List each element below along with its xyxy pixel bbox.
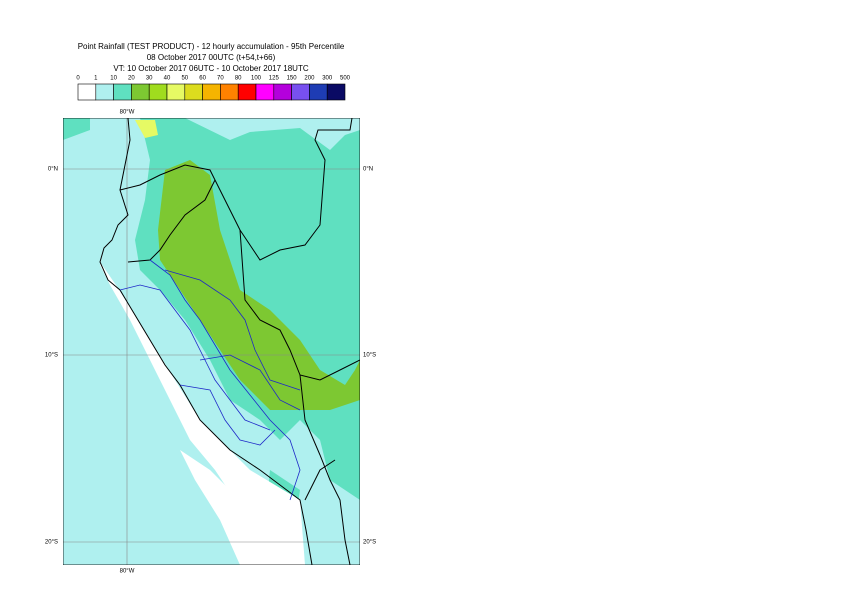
legend: 0 1 10 20 30 40 50 60 70 80 100 125 150 200 300 500 bbox=[76, 76, 351, 101]
rain-10-20 bbox=[63, 118, 90, 140]
lat-label: 20°S bbox=[45, 540, 58, 546]
map bbox=[63, 118, 360, 565]
title: Point Rainfall (TEST PRODUCT) - 12 hourl… bbox=[78, 42, 345, 51]
lat-label: 0°N bbox=[363, 167, 373, 173]
lat-label: 0°N bbox=[48, 167, 58, 173]
graticule bbox=[63, 118, 360, 565]
lat-label: 10°S bbox=[363, 353, 376, 359]
legend-label: 300 bbox=[322, 76, 333, 82]
lat-label: 20°S bbox=[363, 540, 376, 546]
legend-swatch bbox=[291, 83, 310, 101]
legend-label: 200 bbox=[304, 76, 315, 82]
legend-label: 150 bbox=[287, 76, 298, 82]
legend-swatch bbox=[255, 83, 275, 101]
legend-swatch bbox=[184, 83, 203, 101]
lon-label: 80°W bbox=[120, 110, 135, 116]
legend-label: 70 bbox=[217, 76, 224, 82]
rain-40-50 bbox=[135, 120, 158, 138]
legend-swatch bbox=[148, 83, 168, 101]
legend-label: 60 bbox=[199, 76, 206, 82]
legend-swatch bbox=[326, 83, 346, 101]
lat-label: 10°S bbox=[45, 353, 58, 359]
legend-swatch bbox=[273, 83, 292, 101]
legend-label: 30 bbox=[146, 76, 153, 82]
legend-swatch bbox=[202, 83, 221, 101]
legend-label: 500 bbox=[340, 76, 351, 82]
dry-area bbox=[180, 450, 265, 565]
base-time: 08 October 2017 00UTC (t+54,t+66) bbox=[147, 53, 276, 62]
legend-label: 40 bbox=[164, 76, 171, 82]
legend-swatch bbox=[309, 83, 328, 101]
legend-label: 50 bbox=[181, 76, 188, 82]
legend-label: 1 bbox=[94, 76, 98, 82]
legend-swatch bbox=[131, 83, 150, 101]
legend-label: 10 bbox=[110, 76, 117, 82]
legend-label: 125 bbox=[269, 76, 280, 82]
legend-label: 0 bbox=[76, 76, 80, 82]
legend-label: 20 bbox=[128, 76, 135, 82]
legend-swatch bbox=[166, 83, 186, 101]
legend-swatch bbox=[77, 83, 97, 101]
legend-swatch bbox=[220, 83, 239, 101]
dry-area bbox=[100, 245, 305, 565]
valid-time: VT: 10 October 2017 06UTC - 10 October 2… bbox=[113, 64, 308, 73]
legend-swatch bbox=[237, 83, 257, 101]
legend-label: 100 bbox=[251, 76, 262, 82]
rain-20-30 bbox=[158, 160, 360, 410]
regions bbox=[119, 259, 301, 501]
legend-label: 80 bbox=[235, 76, 242, 82]
lon-label: 80°W bbox=[120, 569, 135, 575]
legend-swatch bbox=[113, 83, 132, 101]
legend-swatch bbox=[95, 83, 114, 101]
